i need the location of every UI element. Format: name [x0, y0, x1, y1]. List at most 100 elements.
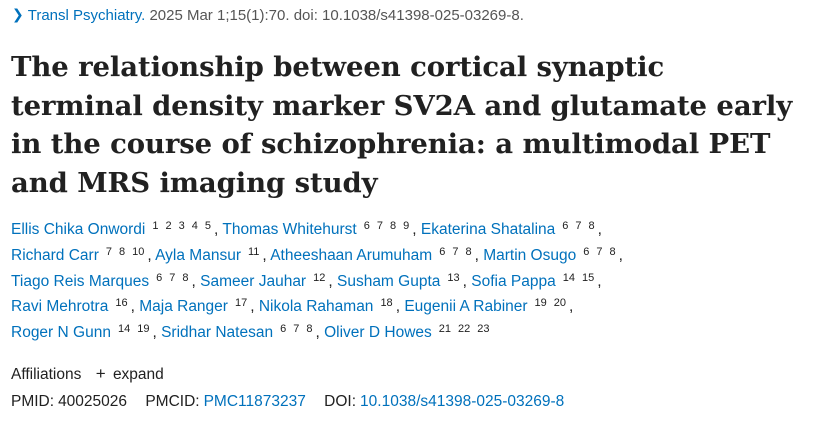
journal-link[interactable]: Transl Psychiatry.	[27, 7, 146, 24]
affiliation-ref-link[interactable]: 8	[118, 245, 126, 258]
author-name-link[interactable]: Richard Carr	[11, 246, 99, 264]
author-name-link[interactable]: Ayla Mansur	[155, 246, 241, 264]
affiliations-expand-button[interactable]: + expand	[95, 364, 164, 383]
affiliation-ref-link[interactable]: 11	[248, 245, 260, 258]
affiliation-ref-link[interactable]: 7	[596, 245, 603, 258]
chevron-right-icon[interactable]: ❯	[12, 6, 24, 22]
affiliation-ref-link[interactable]: 19	[137, 323, 150, 336]
author-item: Tiago Reis Marques 6 7 8	[11, 271, 192, 290]
affiliation-ref-link[interactable]: 6	[363, 220, 370, 232]
author-name-link[interactable]: Nikola Rahaman	[258, 298, 374, 316]
author-name-link[interactable]: Atheeshaan Arumuham	[270, 246, 433, 264]
affiliation-refs: 17	[231, 296, 250, 310]
author-name-link[interactable]: Ellis Chika Onwordi	[11, 221, 146, 238]
author-item: Susham Gupta 13	[336, 271, 463, 290]
affiliation-ref-link[interactable]: 8	[306, 323, 313, 336]
affiliation-ref-link[interactable]: 19	[534, 297, 547, 310]
affiliation-ref-link[interactable]: 20	[553, 297, 567, 310]
affiliation-ref-link[interactable]: 21	[438, 323, 452, 336]
author-name-link[interactable]: Ravi Mehrotra	[11, 298, 109, 316]
author-name-link[interactable]: Maja Ranger	[139, 298, 228, 316]
affiliation-ref-link[interactable]: 7	[105, 245, 112, 258]
affiliation-ref-link[interactable]: 23	[477, 323, 490, 336]
author-name-link[interactable]: Tiago Reis Marques	[11, 272, 150, 290]
affiliation-ref-link[interactable]: 12	[313, 271, 326, 284]
author-item: Sridhar Natesan 6 7 8	[161, 322, 315, 342]
affiliation-ref-link[interactable]: 2	[165, 220, 172, 232]
author-name-link[interactable]: Susham Gupta	[336, 272, 441, 290]
pmcid-label: PMCID:	[145, 393, 200, 410]
author-name-link[interactable]: Sridhar Natesan	[161, 324, 274, 342]
author-item: Maja Ranger 17	[139, 296, 250, 316]
doi-link[interactable]: 10.1038/s41398-025-03269-8	[360, 393, 565, 410]
affiliation-ref-link[interactable]: 1	[152, 220, 159, 232]
affiliation-ref-link[interactable]: 7	[452, 245, 459, 258]
author-name-link[interactable]: Sameer Jauhar	[200, 272, 307, 290]
affiliation-ref-link[interactable]: 13	[447, 271, 460, 284]
affiliation-refs: 11	[244, 245, 262, 259]
affiliation-ref-link[interactable]: 10	[132, 245, 145, 258]
affiliation-ref-link[interactable]: 9	[403, 220, 410, 232]
author-line: Richard Carr 7 8 10, Ayla Mansur 11, Atheesh…	[11, 245, 623, 264]
author-item: Sameer Jauhar 12	[200, 271, 328, 290]
citation-details: 2025 Mar 1;15(1):70. doi: 10.1038/s41398…	[149, 7, 524, 24]
author-item: Eugenii A Rabiner 19 20	[404, 296, 570, 316]
affiliation-ref-link[interactable]: 18	[380, 297, 393, 310]
article-title: The relationship between cortical synapt…	[11, 51, 793, 199]
affiliation-ref-link[interactable]: 8	[588, 220, 595, 232]
author-name-link[interactable]: Martin Osugo	[483, 246, 577, 264]
affiliation-ref-link[interactable]: 6	[156, 271, 163, 284]
affiliation-refs: 14 15	[559, 271, 598, 285]
affiliation-ref-link[interactable]: 7	[169, 271, 176, 284]
author-name-link[interactable]: Roger N Gunn	[11, 324, 111, 342]
author-item: Martin Osugo 6 7 8	[483, 245, 618, 264]
affiliation-ref-link[interactable]: 3	[178, 220, 185, 232]
pmid-value: 40025026	[58, 393, 128, 410]
affiliation-ref-link[interactable]: 7	[293, 323, 300, 336]
affiliation-ref-link[interactable]: 6	[439, 245, 446, 258]
author-name-link[interactable]: Oliver D Howes	[324, 324, 432, 342]
affiliation-ref-link[interactable]: 8	[465, 245, 472, 258]
affiliation-ref-link[interactable]: 16	[115, 297, 128, 310]
author-item: Ravi Mehrotra 16	[11, 297, 131, 316]
author-name-link[interactable]: Sofia Pappa	[471, 272, 556, 290]
affiliation-ref-link[interactable]: 8	[390, 220, 397, 232]
affiliation-ref-link[interactable]: 5	[204, 220, 212, 232]
affiliation-refs: 19 20	[531, 296, 570, 310]
author-name-link[interactable]: Eugenii A Rabiner	[404, 298, 528, 316]
affiliation-ref-link[interactable]: 6	[562, 220, 569, 232]
affiliation-ref-link[interactable]: 22	[458, 323, 471, 336]
author-line: Tiago Reis Marques 6 7 8, Sameer Jauhar 12, …	[11, 271, 602, 290]
affiliation-refs: 7 8 10	[102, 245, 148, 259]
affiliations-row: Affiliations + expand	[11, 364, 164, 384]
author-line: Ellis Chika Onwordi 1 2 3 4 5, Thomas Whitehu…	[11, 219, 602, 238]
affiliation-ref-link[interactable]: 14	[117, 323, 131, 336]
article-identifiers: PMID: 40025026 PMCID: PMC11873237 DOI: 10.1…	[11, 393, 564, 411]
plus-icon: +	[95, 364, 106, 383]
author-item: Sofia Pappa 14 15	[471, 271, 598, 290]
affiliation-ref-link[interactable]: 7	[376, 220, 383, 232]
affiliation-ref-link[interactable]: 17	[234, 297, 248, 310]
affiliation-ref-link[interactable]: 6	[280, 323, 287, 336]
affiliation-refs: 14 19	[114, 322, 153, 336]
author-item: Ellis Chika Onwordi 1 2 3 4 5	[11, 219, 214, 238]
pmcid-link[interactable]: PMC11873237	[203, 393, 306, 410]
doi-label: DOI:	[324, 393, 357, 410]
author-item: Oliver D Howes 21 22 23	[324, 323, 492, 342]
affiliation-ref-link[interactable]: 15	[581, 271, 595, 284]
affiliation-ref-link[interactable]: 7	[575, 220, 582, 232]
affiliation-ref-link[interactable]: 8	[609, 245, 616, 258]
affiliation-ref-link[interactable]: 4	[191, 220, 198, 232]
affiliation-ref-link[interactable]: 6	[583, 245, 590, 258]
author-name-link[interactable]: Ekaterina Shatalina	[420, 221, 556, 238]
affiliation-ref-link[interactable]: 14	[562, 271, 575, 284]
affiliation-ref-link[interactable]: 8	[182, 271, 189, 284]
author-name-link[interactable]: Thomas Whitehurst	[222, 221, 357, 238]
author-item: Roger N Gunn 14 19	[11, 322, 153, 342]
author-line: Roger N Gunn 14 19, Sridhar Natesan 6 7 8, Ol…	[11, 320, 821, 346]
